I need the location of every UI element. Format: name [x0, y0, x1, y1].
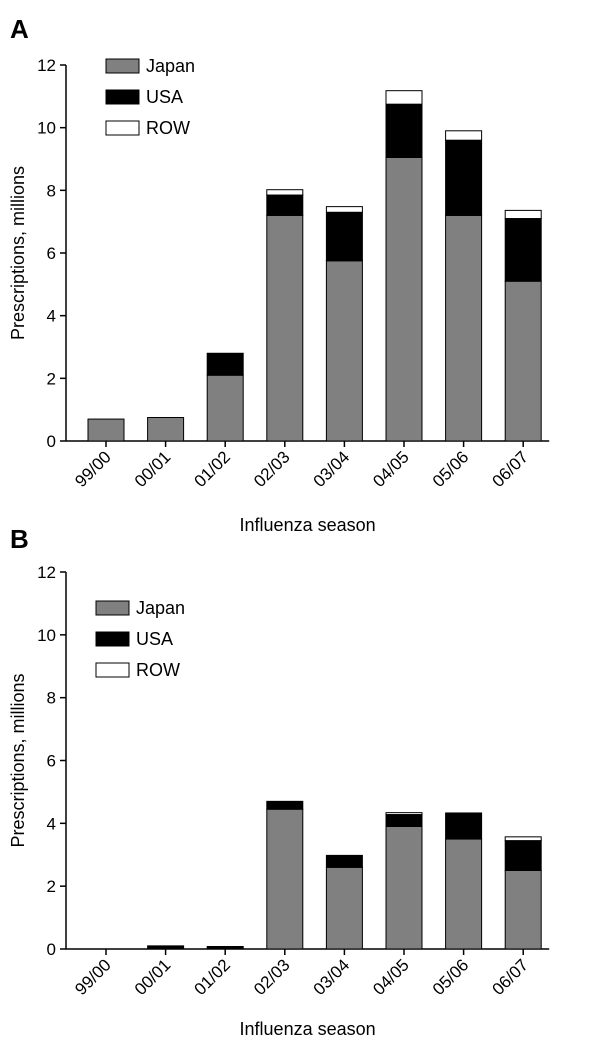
panel-b-bar-06-07-usa — [504, 840, 542, 871]
panel-a-y-tick-label-8: 8 — [47, 181, 56, 200]
panel-a-bar-05-06-row — [445, 130, 483, 141]
panel-b-bar-01-02-usa — [206, 945, 244, 950]
panel-b-legend-swatch-usa — [95, 631, 130, 647]
panel-b-bar-00-01-usa — [147, 945, 185, 950]
panel-a-x-tick-label-06-07: 06/07 — [489, 447, 533, 491]
panel-b-bar-02-03-japan — [266, 808, 304, 950]
panel-a-bar-02-03-japan — [266, 214, 304, 442]
panel-a-y-tick-label-6: 6 — [47, 244, 56, 263]
panel-b: B 0 2 4 6 8 10 12 99/00 00/01 01/02 02/03 03/04 04/05… — [8, 524, 550, 1039]
panel-b-y-tick-label-12: 12 — [37, 563, 56, 582]
panel-a-x-tick-label-00-01: 00/01 — [131, 447, 175, 491]
panel-a-x-tick-label-02-03: 02/03 — [250, 447, 294, 491]
panel-a-bar-99-00-japan — [87, 418, 125, 442]
panel-a-bar-00-01-japan — [147, 417, 185, 442]
panel-b-x-tick-label-03-04: 03/04 — [310, 955, 354, 999]
panel-b-y-axis-title: Prescriptions, millions — [8, 673, 28, 847]
panel-a-y-axis-title: Prescriptions, millions — [8, 166, 28, 340]
panel-a-y-tick-label-12: 12 — [37, 56, 56, 75]
panel-b-label: B — [10, 524, 29, 554]
panel-a-bar-03-04-usa — [325, 211, 363, 262]
panel-b-legend-swatch-japan — [95, 600, 130, 616]
panel-a-y-tick-label-4: 4 — [47, 307, 56, 326]
panel-a-legend-label-japan: Japan — [146, 56, 195, 76]
panel-b-legend-swatch-row — [95, 662, 130, 678]
panel-b-x-axis-title: Influenza season — [240, 1019, 376, 1039]
panel-a-bar-04-05-row — [385, 90, 423, 105]
panel-a-x-axis-title: Influenza season — [240, 515, 376, 535]
panel-a-legend-label-row: ROW — [146, 118, 190, 138]
panel-a-bar-04-05-japan — [385, 156, 423, 442]
panel-a-y-tick-label-2: 2 — [47, 369, 56, 388]
panel-b-y-tick-label-2: 2 — [47, 877, 56, 896]
panel-a-x-tick-label-05-06: 05/06 — [429, 447, 473, 491]
panel-b-legend-label-row: ROW — [136, 660, 180, 680]
panel-b-y-tick-label-8: 8 — [47, 689, 56, 708]
panel-b-bar-05-06-japan — [445, 838, 483, 950]
panel-b-y-tick-label-4: 4 — [47, 814, 56, 833]
panel-b-y-tick-label-0: 0 — [47, 940, 56, 959]
panel-b-bar-02-03-usa — [266, 800, 304, 810]
panel-b-bar-06-07-row — [504, 836, 542, 842]
panel-a-bar-05-06-usa — [445, 139, 483, 216]
panel-a-bar-02-03-usa — [266, 194, 304, 216]
panel-b-x-tick-label-02-03: 02/03 — [250, 955, 294, 999]
panel-a-x-tick-label-04-05: 04/05 — [369, 447, 413, 491]
panel-a-bar-05-06-japan — [445, 214, 483, 442]
panel-b-bar-04-05-usa — [385, 814, 423, 827]
panel-a-label: A — [10, 14, 29, 44]
panel-b-x-tick-label-06-07: 06/07 — [489, 955, 533, 999]
panel-a-legend-swatch-japan — [105, 58, 140, 74]
panel-b-legend-label-japan: Japan — [136, 598, 185, 618]
panel-a-bar-06-07-japan — [504, 280, 542, 442]
panel-a-legend-label-usa: USA — [146, 87, 183, 107]
panel-a-x-tick-label-03-04: 03/04 — [310, 447, 354, 491]
panel-a-legend-swatch-usa — [105, 89, 140, 105]
panel-b-bar-04-05-row — [385, 812, 423, 816]
panel-a-bar-01-02-usa — [206, 352, 244, 376]
panel-b-x-tick-label-99-00: 99/00 — [71, 955, 115, 999]
panel-a-legend-swatch-row — [105, 120, 140, 136]
panel-b-y-tick-label-10: 10 — [37, 626, 56, 645]
panel-b-bar-06-07-japan — [504, 869, 542, 950]
panel-b-x-tick-label-04-05: 04/05 — [369, 955, 413, 999]
panel-a-y-tick-label-10: 10 — [37, 119, 56, 138]
panel-a-bar-06-07-usa — [504, 218, 542, 282]
panel-b-y-tick-label-6: 6 — [47, 752, 56, 771]
panel-a-bar-02-03-row — [266, 189, 304, 196]
panel-b-x-tick-label-05-06: 05/06 — [429, 955, 473, 999]
panel-a-bar-01-02-japan — [206, 374, 244, 442]
panel-a-x-tick-label-01-02: 01/02 — [191, 447, 235, 491]
panel-a-bar-06-07-row — [504, 209, 542, 220]
panel-a: A 0 2 4 6 8 10 12 99/00 00/01 01/02 02/03 03/04 04/05… — [8, 14, 550, 535]
panel-b-x-tick-label-00-01: 00/01 — [131, 955, 175, 999]
panel-b-bar-03-04-usa — [325, 854, 363, 868]
panel-b-bar-03-04-japan — [325, 866, 363, 950]
panel-a-x-tick-label-99-00: 99/00 — [71, 447, 115, 491]
panel-b-legend-label-usa: USA — [136, 629, 173, 649]
panel-a-bar-04-05-usa — [385, 103, 423, 158]
panel-b-bar-05-06-usa — [445, 812, 483, 840]
panel-a-y-tick-label-0: 0 — [47, 432, 56, 451]
panel-a-bar-03-04-japan — [325, 260, 363, 442]
panel-b-x-tick-label-01-02: 01/02 — [191, 955, 235, 999]
panel-a-bar-03-04-row — [325, 206, 363, 213]
panel-b-bar-04-05-japan — [385, 825, 423, 950]
